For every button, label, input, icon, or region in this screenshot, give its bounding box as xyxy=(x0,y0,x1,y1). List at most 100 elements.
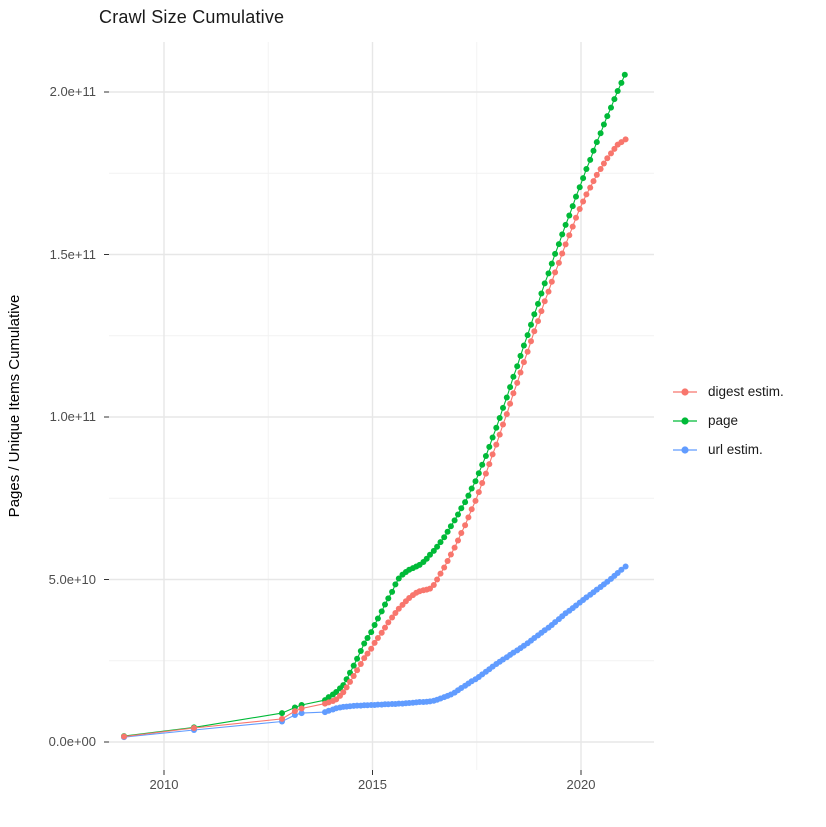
series-digest-estim-point xyxy=(455,537,461,544)
series-digest-estim-point xyxy=(486,461,493,468)
series-digest-estim-point xyxy=(462,522,469,529)
series-digest-estim-point xyxy=(347,678,353,685)
series-digest-estim-point xyxy=(427,585,433,592)
legend-key-icon xyxy=(673,416,697,425)
series-digest-estim-point xyxy=(489,451,496,458)
series-page-point xyxy=(392,581,399,588)
series-page-point xyxy=(462,499,469,506)
series-digest-estim-point xyxy=(364,650,371,657)
series-digest-estim-point xyxy=(541,298,548,305)
series-digest-estim-point xyxy=(611,145,618,152)
series-digest-estim-point xyxy=(500,421,506,428)
legend-key-icon xyxy=(673,387,697,396)
series-page-point xyxy=(535,300,541,307)
series-page-point xyxy=(569,203,576,210)
series-page-point xyxy=(576,184,583,191)
series-page-point xyxy=(447,523,454,530)
series-digest-estim-point xyxy=(434,576,441,583)
series-page-point xyxy=(434,543,441,550)
series-page-point xyxy=(423,555,430,562)
series-digest-estim-point xyxy=(475,489,482,496)
series-page-point xyxy=(468,485,475,492)
axis-ticks xyxy=(104,91,582,775)
series-page-point xyxy=(604,113,611,120)
series-digest-estim-point xyxy=(569,223,576,230)
series-digest-estim-point xyxy=(479,480,486,486)
series-page-point xyxy=(587,156,594,163)
x-tick-label: 2015 xyxy=(358,777,387,792)
series-digest-estim-point xyxy=(371,639,378,646)
series-digest-estim-point xyxy=(590,178,597,185)
series-digest-estim-point xyxy=(573,214,579,221)
series-page-point xyxy=(493,424,500,431)
x-tick-label: 2020 xyxy=(566,777,596,792)
series-page-point xyxy=(541,280,548,287)
series-page-point xyxy=(552,250,559,257)
series-digest-estim-point xyxy=(538,308,545,315)
series-page-point xyxy=(444,528,451,535)
legend-key-icon xyxy=(673,445,697,454)
y-tick-label: 2.0e+11 xyxy=(49,84,96,99)
series-page-point xyxy=(357,648,364,654)
series-page-point xyxy=(465,492,472,499)
series-digest-estim-point xyxy=(552,269,559,276)
series-page-point xyxy=(489,434,496,441)
series-page-point xyxy=(441,534,448,541)
series-page xyxy=(121,71,628,740)
series-digest-estim-point xyxy=(395,605,402,612)
series-digest-estim-point xyxy=(562,241,569,248)
series-page-point xyxy=(590,147,597,154)
series-page-point xyxy=(361,640,368,647)
series-digest-estim-point xyxy=(361,655,368,662)
series-digest-estim-point xyxy=(441,564,448,571)
series-digest-estim-point xyxy=(465,514,472,521)
series-digest-estim-point xyxy=(354,667,361,674)
series-page-point xyxy=(562,221,569,228)
y-tick-label: 1.0e+11 xyxy=(49,409,96,424)
series-digest-estim-point xyxy=(493,441,500,448)
legend-item-url-estim: url estim. xyxy=(672,435,784,464)
series-digest-estim-point xyxy=(374,635,381,641)
series-page-point xyxy=(427,551,433,558)
series-page-point xyxy=(548,260,555,267)
series-page-point xyxy=(279,710,285,717)
series-page-point xyxy=(385,595,392,602)
series-digest-estim-point xyxy=(451,544,458,551)
series-digest-estim-point xyxy=(580,198,587,205)
series-page-point xyxy=(517,352,524,359)
series-page-point xyxy=(354,655,361,662)
series-digest-estim-line xyxy=(123,138,626,738)
series-page-point xyxy=(486,443,493,450)
y-axis-title: Pages / Unique Items Cumulative xyxy=(6,294,23,518)
series-url-estim-point xyxy=(618,566,625,573)
series-digest-estim-point xyxy=(587,184,594,191)
series-page-point xyxy=(479,461,486,468)
series-page-point xyxy=(573,193,579,200)
series-digest-estim-point xyxy=(535,318,541,325)
series-page-point xyxy=(555,241,562,248)
legend-item-digest-estim: digest estim. xyxy=(672,377,784,406)
y-tick-label: 5.0e+10 xyxy=(48,571,96,587)
series-digest-estim-point xyxy=(566,232,573,239)
series-page-point xyxy=(395,575,402,582)
series-digest-estim-point xyxy=(191,725,197,731)
series-page-point xyxy=(437,539,444,546)
series-page-point xyxy=(482,453,489,459)
series-digest-estim-point xyxy=(333,696,340,703)
series-digest-estim-point xyxy=(472,497,479,504)
series-digest-estim-point xyxy=(510,390,517,397)
series-digest-estim-point xyxy=(608,150,614,157)
series-digest-estim-point xyxy=(385,619,392,626)
series-page-point xyxy=(500,404,506,411)
series-digest-estim-point xyxy=(507,400,514,407)
series-digest-estim-point xyxy=(514,379,521,386)
series-page-point xyxy=(545,270,552,277)
series-url-estim xyxy=(121,563,629,741)
series-url-estim-point xyxy=(622,563,629,570)
legend-item-label: page xyxy=(708,413,739,428)
series-page-point xyxy=(364,635,371,641)
series-digest-estim-point xyxy=(291,708,298,715)
series-digest-estim-point xyxy=(517,369,524,376)
series-page-point xyxy=(531,311,538,318)
